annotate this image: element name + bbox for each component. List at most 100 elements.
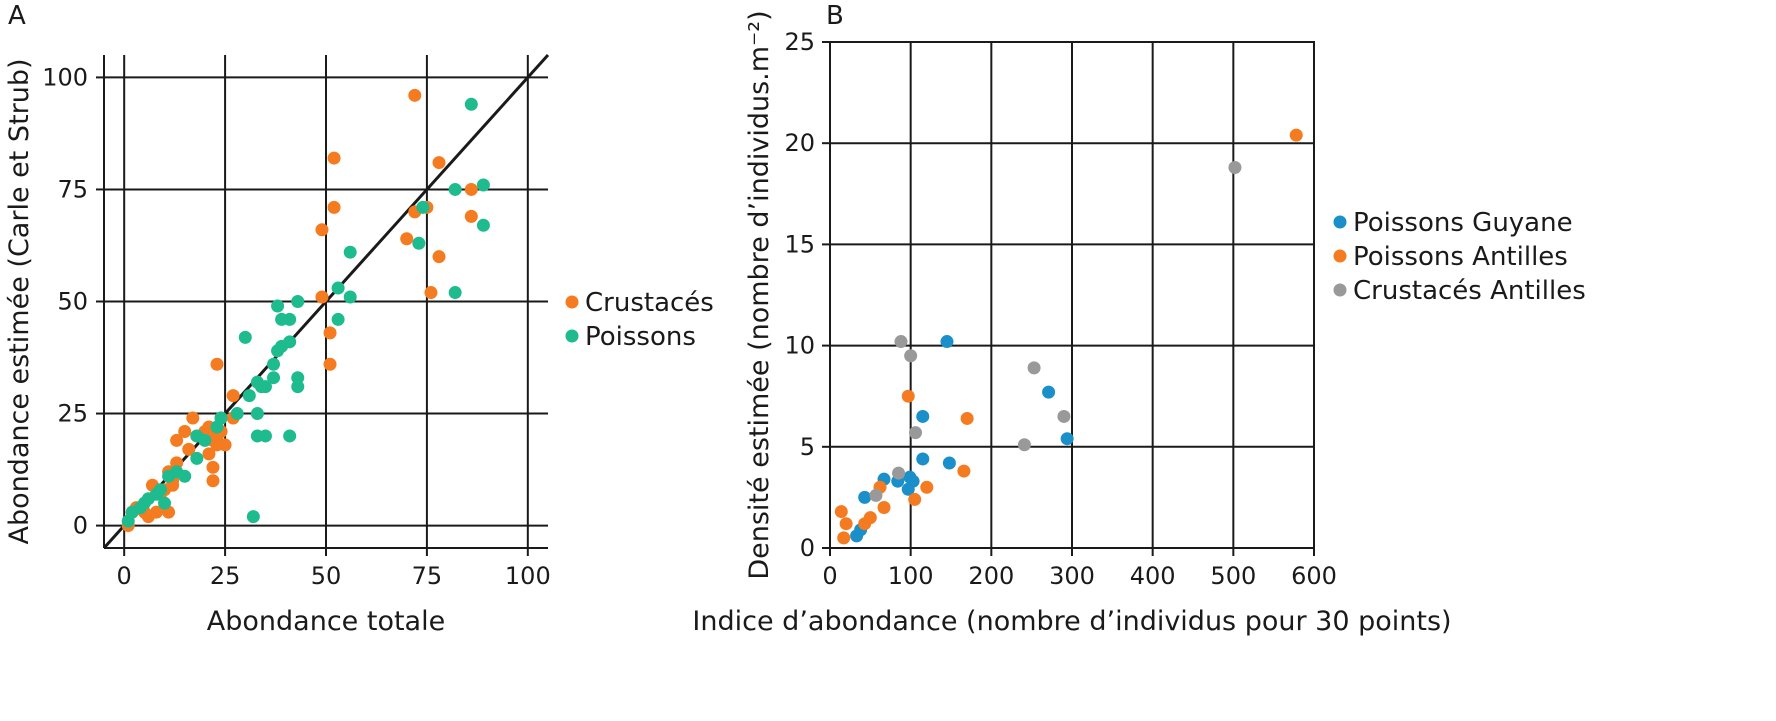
y-tick-label: 20: [784, 129, 815, 157]
data-point: [916, 409, 930, 423]
legend-label: Poissons Antilles: [1353, 242, 1568, 272]
data-point: [1017, 438, 1031, 452]
data-point: [476, 178, 490, 192]
data-point: [206, 460, 220, 474]
x-tick-label: 400: [1130, 562, 1176, 590]
data-point: [1060, 432, 1074, 446]
legend-marker: [565, 295, 579, 309]
data-point: [839, 517, 853, 531]
data-point: [246, 510, 260, 524]
data-point: [202, 447, 216, 461]
data-point: [448, 182, 462, 196]
data-point: [412, 236, 426, 250]
data-point: [432, 250, 446, 264]
panel-a-grid: [96, 53, 550, 556]
data-point: [464, 97, 478, 111]
data-point: [331, 281, 345, 295]
data-point: [464, 209, 478, 223]
data-point: [957, 464, 971, 478]
panel-b-x-axis-title: Indice d’abondance (nombre d’individus p…: [692, 606, 1451, 637]
data-point: [448, 286, 462, 300]
x-tick-label: 200: [968, 562, 1014, 590]
data-point: [283, 312, 297, 326]
x-tick-label: 300: [1049, 562, 1095, 590]
y-tick-label: 50: [57, 288, 88, 316]
panel-a-ticks: 0 25 50 75 100 0 25 50 75 100: [42, 63, 551, 590]
panel-a: A 0 25 50 75 100 0 25 50 75 100 Crustacés Poissons…: [4, 1, 714, 637]
data-point: [408, 88, 422, 102]
data-point: [1228, 160, 1242, 174]
panel-a-legend: Crustacés Poissons: [565, 288, 714, 352]
data-point: [170, 433, 184, 447]
data-point: [476, 218, 490, 232]
panel-b-y-axis-title: Densité estimée (nombre d’individus.m⁻²): [744, 10, 775, 579]
data-point: [901, 389, 915, 403]
data-point: [178, 469, 192, 483]
data-point: [1042, 385, 1056, 399]
data-point: [154, 483, 168, 497]
data-point: [869, 488, 883, 502]
data-point: [892, 466, 906, 480]
data-point: [242, 389, 256, 403]
data-point: [158, 496, 172, 510]
legend-label: Poissons: [585, 322, 696, 352]
legend-marker: [1333, 215, 1347, 229]
data-point: [906, 474, 920, 488]
legend-label: Crustacés Antilles: [1353, 276, 1586, 306]
panel-b-ticks: 0 100 200 300 400 500 600 0 5 10 15 20 25: [784, 28, 1336, 590]
data-point: [190, 451, 204, 465]
data-point: [206, 474, 220, 488]
y-tick-label: 75: [57, 175, 88, 203]
x-tick-label: 100: [888, 562, 934, 590]
y-tick-label: 0: [73, 512, 88, 540]
data-point: [416, 200, 430, 214]
y-tick-label: 100: [42, 63, 88, 91]
data-point: [834, 505, 848, 519]
data-point: [323, 326, 337, 340]
data-point: [186, 411, 200, 425]
data-point: [291, 380, 305, 394]
data-point: [291, 371, 305, 385]
data-point: [920, 480, 934, 494]
data-point: [315, 223, 329, 237]
y-tick-label: 5: [800, 433, 815, 461]
data-point: [149, 505, 163, 519]
x-tick-label: 50: [311, 562, 342, 590]
y-tick-label: 25: [784, 28, 815, 56]
x-tick-label: 500: [1210, 562, 1256, 590]
data-point: [250, 407, 264, 421]
data-point: [894, 335, 908, 349]
legend-marker: [1333, 249, 1347, 263]
data-point: [258, 429, 272, 443]
data-point: [178, 424, 192, 438]
panel-b: B 0 100 200 300 400 500 600 0 5 10 15 20 25 Poissons…: [692, 1, 1585, 637]
data-point: [904, 349, 918, 363]
data-point: [1057, 409, 1071, 423]
panel-b-legend: Poissons Guyane Poissons Antilles Crustacé…: [1333, 208, 1586, 306]
y-tick-label: 15: [784, 230, 815, 258]
x-tick-label: 600: [1291, 562, 1337, 590]
data-point: [960, 411, 974, 425]
data-point: [400, 232, 414, 246]
data-point: [1027, 361, 1041, 375]
data-point: [210, 357, 224, 371]
data-point: [283, 335, 297, 349]
data-point: [908, 492, 922, 506]
data-point: [267, 357, 281, 371]
data-point: [327, 151, 341, 165]
data-point: [226, 389, 240, 403]
data-point: [942, 456, 956, 470]
x-tick-label: 75: [412, 562, 443, 590]
x-tick-label: 0: [822, 562, 837, 590]
data-point: [327, 200, 341, 214]
y-tick-label: 0: [800, 534, 815, 562]
data-point: [331, 312, 345, 326]
data-point: [238, 330, 252, 344]
data-point: [909, 426, 923, 440]
data-point: [877, 501, 891, 515]
x-tick-label: 0: [117, 562, 132, 590]
data-point: [837, 531, 851, 545]
panel-a-points: [121, 88, 490, 533]
panel-b-grid: [822, 41, 1315, 556]
